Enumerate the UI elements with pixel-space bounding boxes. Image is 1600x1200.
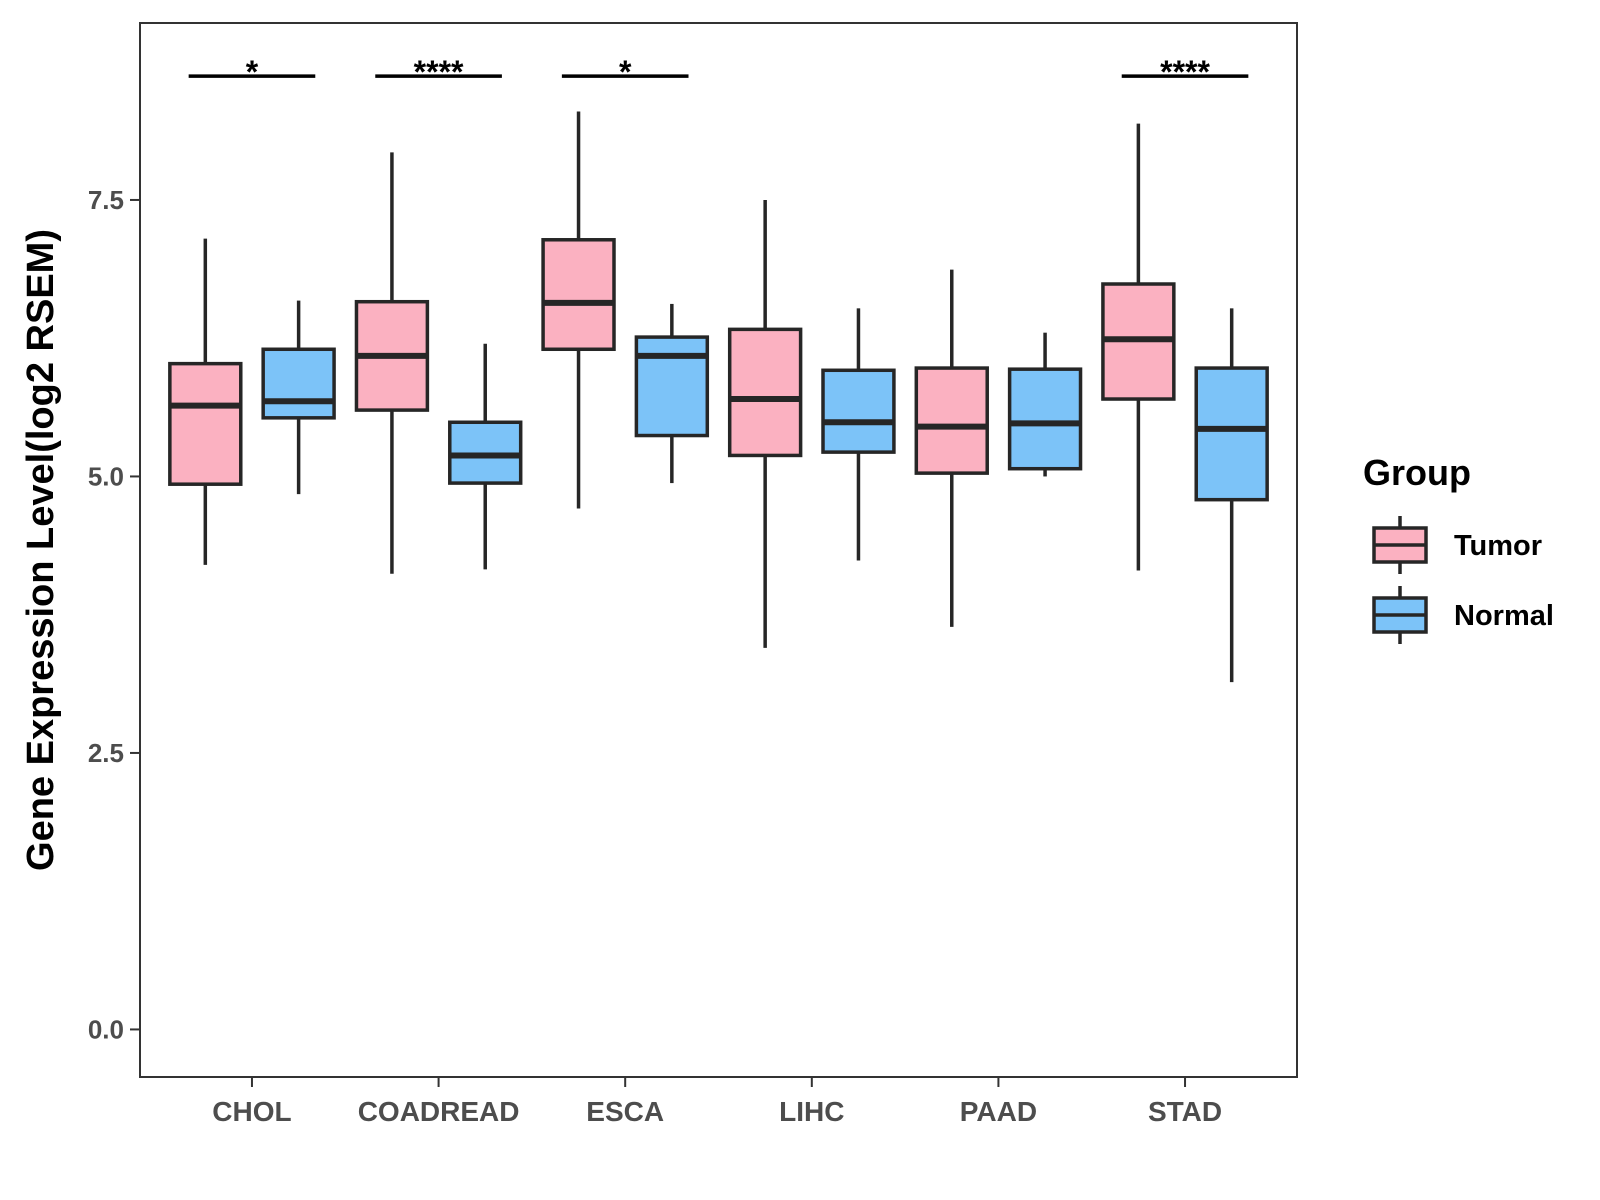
y-tick-label-2-5: 2.5 <box>88 738 124 768</box>
x-tick-label-esca: ESCA <box>586 1096 664 1127</box>
x-tick-label-stad: STAD <box>1148 1096 1222 1127</box>
box-chol-tumor-iqr <box>168 361 243 486</box>
box-lihc-tumor-iqr <box>727 327 803 458</box>
legend-tumor-entry: Tumor <box>1372 516 1542 574</box>
significance-coadread-label: **** <box>414 54 464 90</box>
significance-annotations: * **** * **** <box>188 54 1249 90</box>
legend-title: Group <box>1363 452 1471 493</box>
x-tick-label-lihc: LIHC <box>779 1096 844 1127</box>
box-stad-tumor <box>1101 123 1176 571</box>
box-chol-tumor <box>168 238 243 565</box>
x-tick-label-chol: CHOL <box>212 1096 291 1127</box>
box-paad-tumor <box>914 269 989 627</box>
box-lihc-tumor <box>727 199 803 648</box>
y-tick-label-7-5: 7.5 <box>88 185 124 215</box>
legend: Group Tumor Normal <box>1363 452 1554 644</box>
plot-panel-border <box>139 22 1298 1078</box>
box-esca-normal-iqr <box>634 335 710 438</box>
box-paad-tumor-iqr <box>914 366 989 475</box>
box-esca-normal <box>634 303 710 484</box>
significance-esca-label: * <box>619 54 632 90</box>
y-tick-label-0-0: 0.0 <box>88 1014 124 1044</box>
box-coadread-tumor <box>354 152 430 574</box>
box-stad-normal-iqr <box>1194 366 1269 502</box>
box-series <box>168 111 1269 683</box>
legend-normal-label: Normal <box>1454 600 1554 632</box>
x-tick-label-coadread: COADREAD <box>358 1096 520 1127</box>
box-chol-normal-iqr <box>261 347 336 420</box>
y-axis-title: Gene Expression Level(log2 RSEM) <box>20 229 62 871</box>
box-chol-normal <box>261 300 336 495</box>
box-coadread-normal <box>448 343 523 570</box>
legend-normal-entry: Normal <box>1372 586 1554 644</box>
significance-chol-label: * <box>246 54 259 90</box>
box-lihc-normal-iqr <box>821 368 896 454</box>
y-tick-label-5-0: 5.0 <box>88 461 124 491</box>
x-axis: CHOL COADREAD ESCA LIHC PAAD STAD <box>212 1077 1222 1127</box>
significance-stad-label: **** <box>1160 54 1210 90</box>
box-esca-tumor <box>541 111 616 509</box>
box-esca-tumor-iqr <box>541 238 616 352</box>
y-axis: 0.0 2.5 5.0 7.5 <box>88 185 140 1044</box>
box-paad-normal-iqr <box>1007 367 1083 471</box>
x-tick-label-paad: PAAD <box>960 1096 1037 1127</box>
box-paad-normal <box>1007 332 1083 477</box>
box-lihc-normal <box>821 308 896 561</box>
box-stad-normal <box>1194 308 1269 683</box>
legend-tumor-label: Tumor <box>1454 530 1542 562</box>
